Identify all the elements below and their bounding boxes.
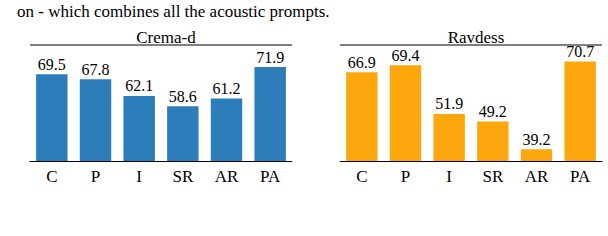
svg-text:C: C — [46, 167, 57, 186]
svg-text:I: I — [136, 167, 142, 186]
svg-text:67.8: 67.8 — [82, 61, 110, 78]
svg-text:on - which combines all the ac: on - which combines all the acoustic pro… — [17, 2, 330, 21]
svg-text:39.2: 39.2 — [523, 131, 551, 148]
svg-text:I: I — [446, 167, 452, 186]
svg-text:P: P — [401, 167, 410, 186]
svg-text:AR: AR — [525, 167, 549, 186]
svg-text:C: C — [356, 167, 367, 186]
svg-text:69.5: 69.5 — [38, 56, 66, 73]
svg-text:Ravdess: Ravdess — [448, 28, 505, 47]
svg-text:70.7: 70.7 — [566, 43, 594, 60]
svg-text:71.9: 71.9 — [256, 49, 284, 66]
svg-text:58.6: 58.6 — [169, 88, 197, 105]
svg-text:PA: PA — [260, 167, 281, 186]
svg-text:Crema-d: Crema-d — [136, 28, 196, 47]
svg-text:PA: PA — [570, 167, 591, 186]
svg-text:69.4: 69.4 — [392, 47, 420, 64]
svg-text:P: P — [91, 167, 100, 186]
svg-text:49.2: 49.2 — [479, 103, 507, 120]
svg-text:AR: AR — [215, 167, 239, 186]
svg-text:62.1: 62.1 — [125, 77, 153, 94]
svg-text:51.9: 51.9 — [435, 95, 463, 112]
svg-text:61.2: 61.2 — [213, 80, 241, 97]
svg-text:SR: SR — [172, 167, 193, 186]
svg-text:SR: SR — [482, 167, 503, 186]
svg-text:66.9: 66.9 — [348, 54, 376, 71]
